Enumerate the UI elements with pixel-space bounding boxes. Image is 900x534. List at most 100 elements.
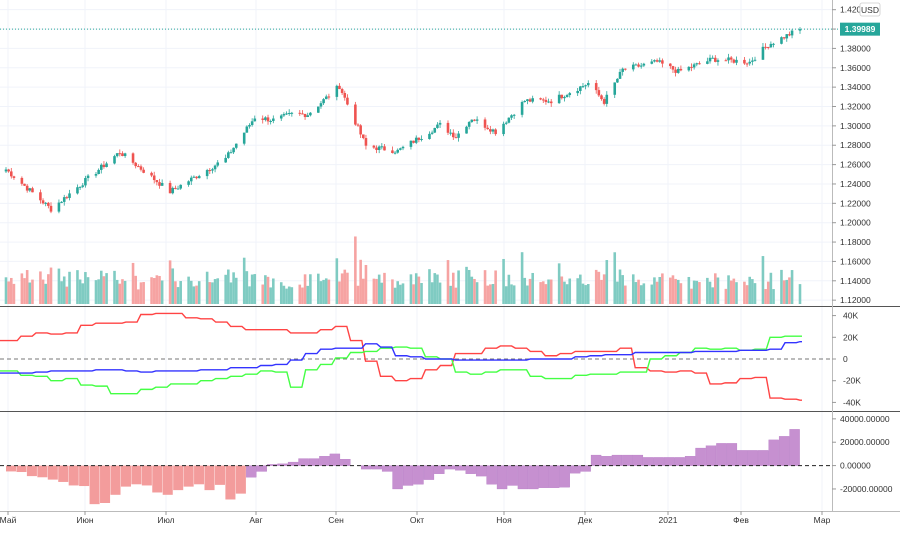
volume-bar — [483, 270, 487, 304]
histogram-pane[interactable] — [0, 429, 832, 505]
volume-bar — [285, 288, 288, 304]
volume-bar — [494, 270, 497, 304]
volume-bar — [290, 287, 294, 304]
candle-body — [772, 43, 775, 45]
histogram-bar — [507, 465, 518, 486]
price-axis-label: 1.22000 — [840, 198, 871, 208]
volume-bar — [507, 274, 511, 304]
candle-body — [7, 169, 10, 172]
candle-body — [430, 132, 434, 134]
histogram-bar — [674, 457, 685, 466]
volume-bar — [380, 282, 384, 304]
candle-body — [504, 122, 508, 124]
volume-bar — [674, 278, 677, 304]
candle-body — [539, 98, 542, 100]
volume-bar — [512, 285, 516, 304]
histogram-bar — [225, 465, 236, 500]
candle-body — [729, 57, 733, 60]
histogram-bar — [183, 465, 194, 487]
candle-body — [695, 63, 699, 65]
candle-body — [76, 187, 79, 194]
volume-bar — [798, 284, 802, 304]
volume-bar — [396, 281, 399, 304]
indicator-axis[interactable]: 40K 20K 0 -20K -40K — [832, 311, 861, 408]
histogram-bar — [402, 465, 414, 486]
histogram-bar — [528, 465, 539, 490]
price-axis[interactable]: 1.420001.400001.380001.360001.340001.320… — [832, 5, 871, 305]
histogram-bar — [455, 465, 466, 471]
volume-bar — [446, 260, 450, 304]
histogram-axis[interactable]: 40000.00000 20000.00000 0.00000 -20000.0000… — [832, 414, 893, 494]
candle-body — [57, 202, 61, 212]
candle-body — [142, 169, 145, 173]
volume-bar — [359, 259, 362, 304]
indicator-line-0 — [0, 312, 802, 401]
candle-body — [769, 43, 773, 48]
histogram-bar — [214, 465, 225, 485]
candle-body — [123, 153, 127, 157]
indicator-lines-pane[interactable] — [0, 312, 832, 401]
volume-bar — [78, 279, 82, 304]
candle-body — [475, 119, 479, 121]
time-axis[interactable]: Май Июн Июл Авг Сен Окт Ноя Дек 2021 Фев Мар — [0, 511, 831, 525]
histogram-bar — [68, 465, 79, 486]
volume-bar — [227, 269, 230, 304]
volume-bar — [745, 285, 749, 304]
volume-bar — [735, 282, 738, 304]
histogram-bar — [570, 465, 581, 474]
currency-badge[interactable]: USD — [859, 2, 881, 17]
candle-body — [25, 185, 29, 191]
candle-body — [4, 169, 8, 172]
histogram-bar — [705, 445, 717, 466]
volume-bar — [99, 270, 103, 304]
currency-badge-label: USD — [861, 5, 879, 15]
volume-bar — [782, 280, 786, 304]
volume-bar — [303, 274, 307, 304]
time-axis-label: Июл — [157, 515, 174, 525]
candle-body — [491, 129, 495, 132]
candle-body — [576, 90, 579, 94]
volume-bar — [605, 260, 609, 304]
candle-body — [78, 186, 82, 188]
candle-body — [298, 112, 302, 114]
candle-body — [414, 137, 418, 143]
candle-body — [242, 132, 246, 144]
price-axis-label: 1.18000 — [840, 237, 871, 247]
candle-body — [211, 169, 214, 171]
candle-body — [319, 103, 323, 107]
volume-bar — [504, 286, 508, 304]
volume-bar — [579, 274, 582, 304]
candle-body — [446, 122, 450, 133]
candle-body — [216, 162, 220, 166]
volume-bar — [44, 283, 47, 304]
currency-badge-box — [859, 2, 881, 17]
candle-body — [253, 118, 257, 122]
volume-bars — [4, 236, 802, 304]
volume-bar — [49, 267, 53, 304]
time-axis-label: Сен — [328, 515, 344, 525]
price-axis-label: 1.16000 — [840, 256, 871, 266]
volume-bar — [584, 285, 587, 304]
candle-body — [544, 99, 548, 103]
candle-body — [631, 64, 635, 70]
volume-bar — [420, 283, 423, 304]
volume-bar — [449, 285, 452, 304]
candle-body — [616, 78, 619, 83]
volume-bar — [142, 282, 145, 304]
candle-body — [637, 64, 640, 67]
volume-bar — [113, 270, 116, 304]
volume-bar — [473, 278, 476, 304]
price-pane[interactable] — [0, 27, 840, 304]
candle-body — [788, 34, 791, 36]
volume-bar — [317, 273, 320, 304]
price-axis-label: 1.32000 — [840, 102, 871, 112]
candle-body — [586, 83, 590, 86]
volume-bar — [486, 285, 489, 304]
volume-bar — [31, 279, 34, 304]
indicator-line-2 — [0, 340, 802, 374]
histogram-bar — [716, 443, 727, 466]
candle-body — [248, 125, 251, 127]
pane2-axis-label: -40K — [843, 397, 861, 407]
volume-bar — [327, 279, 331, 304]
price-axis-label: 1.20000 — [840, 218, 871, 228]
